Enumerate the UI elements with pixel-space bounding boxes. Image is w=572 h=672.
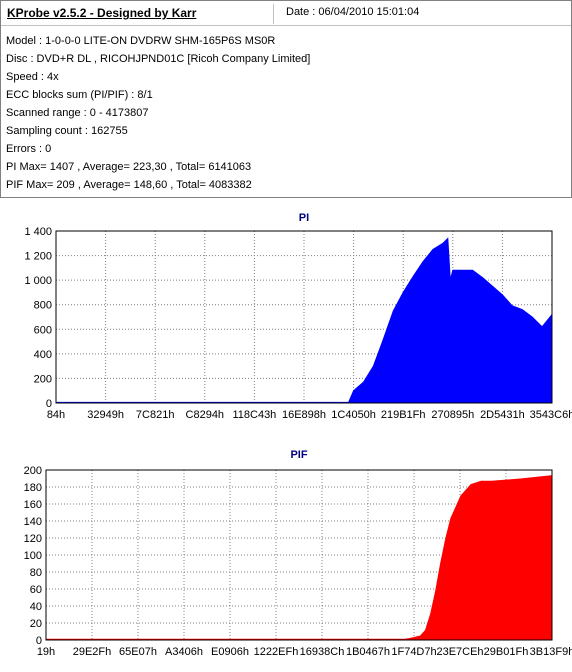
pif-xtick-label: 1F74D7h — [391, 646, 436, 658]
info-disc: Disc : DVD+R DL , RICOHJPND01C [Ricoh Co… — [6, 53, 311, 65]
info-pif-stats: PIF Max= 209 , Average= 148,60 , Total= … — [6, 179, 252, 191]
pif-ytick-label: 160 — [24, 499, 42, 511]
pi-ytick-label: 0 — [46, 398, 52, 410]
pi-xtick-label: 32949h — [87, 409, 124, 421]
pi-plot-border — [55, 230, 553, 404]
pif-chart: PIF 0 20 40 60 80 100 120 140 160 180 200 19h 29E2Fh 6… — [24, 449, 572, 658]
info-speed: Speed : 4x — [6, 71, 59, 83]
pif-xtick-label: A3406h — [165, 646, 203, 658]
pif-ytick-label: 200 — [24, 465, 42, 477]
pi-xtick-label: C8294h — [186, 409, 225, 421]
pif-ytick-label: 80 — [30, 567, 42, 579]
pif-ytick-label: 20 — [30, 618, 42, 630]
pif-ytick-label: 40 — [30, 601, 42, 613]
pi-ytick-label: 1 000 — [24, 275, 52, 287]
scan-date: Date : 06/04/2010 15:01:04 — [286, 6, 420, 18]
info-model: Model : 1-0-0-0 LITE-ON DVDRW SHM-165P6S… — [6, 35, 276, 47]
pi-ytick-label: 1 400 — [24, 226, 52, 238]
info-panel: KProbe v2.5.2 - Designed by Karr Date : … — [0, 0, 572, 198]
pif-xtick-label: 1222EFh — [254, 646, 299, 658]
app-title: KProbe v2.5.2 - Designed by Karr — [7, 6, 197, 20]
info-sampling-count: Sampling count : 162755 — [6, 125, 128, 137]
pif-ytick-label: 180 — [24, 482, 42, 494]
pi-ytick-label: 400 — [34, 349, 52, 361]
pif-xtick-label: 29B01Fh — [484, 646, 529, 658]
pi-xtick-label: 1C4050h — [331, 409, 376, 421]
pif-ytick-label: 60 — [30, 584, 42, 596]
pi-ytick-label: 600 — [34, 324, 52, 336]
info-scanned-range: Scanned range : 0 - 4173807 — [6, 107, 149, 119]
pi-xtick-label: 270895h — [431, 409, 474, 421]
pi-ytick-label: 800 — [34, 300, 52, 312]
pif-chart-title: PIF — [290, 449, 307, 461]
pif-ytick-label: 140 — [24, 516, 42, 528]
pif-plot-border — [45, 469, 553, 641]
header-separator — [273, 4, 274, 24]
pif-series-area — [45, 475, 553, 641]
pif-xtick-label: 23E7CEh — [436, 646, 483, 658]
pi-xtick-label: 7C821h — [136, 409, 175, 421]
info-errors: Errors : 0 — [6, 143, 52, 155]
pi-ytick-label: 200 — [34, 373, 52, 385]
pi-xtick-label: 3543C6h — [530, 409, 572, 421]
info-pi-stats: PI Max= 1407 , Average= 223,30 , Total= … — [6, 161, 252, 173]
pi-chart-title: PI — [299, 212, 309, 224]
pi-xtick-label: 219B1Fh — [381, 409, 426, 421]
info-ecc-blocks: ECC blocks sum (PI/PIF) : 8/1 — [6, 89, 153, 101]
pi-series-area — [55, 237, 553, 404]
pi-xtick-label: 16E898h — [282, 409, 326, 421]
pi-xtick-label: 118C43h — [232, 409, 276, 421]
pif-xtick-label: 19h — [37, 646, 55, 658]
pif-xtick-label: 16938Ch — [300, 646, 345, 658]
pif-ytick-label: 0 — [36, 635, 42, 647]
pi-ytick-label: 1 200 — [24, 251, 52, 263]
pi-xtick-label: 84h — [47, 409, 65, 421]
pif-xtick-label: 1B0467h — [346, 646, 390, 658]
pif-xtick-label: E0906h — [211, 646, 249, 658]
pif-xtick-label: 65E07h — [119, 646, 157, 658]
pif-ytick-label: 120 — [24, 533, 42, 545]
pi-chart: PI 0 200 400 600 800 1 000 1 200 1 400 84h 32949h 7… — [24, 212, 572, 421]
pif-xtick-label: 3B13F9h — [530, 646, 572, 658]
pi-xtick-label: 2D5431h — [480, 409, 525, 421]
pif-xtick-label: 29E2Fh — [73, 646, 112, 658]
pif-ytick-label: 100 — [24, 550, 42, 562]
header-divider — [1, 25, 571, 26]
